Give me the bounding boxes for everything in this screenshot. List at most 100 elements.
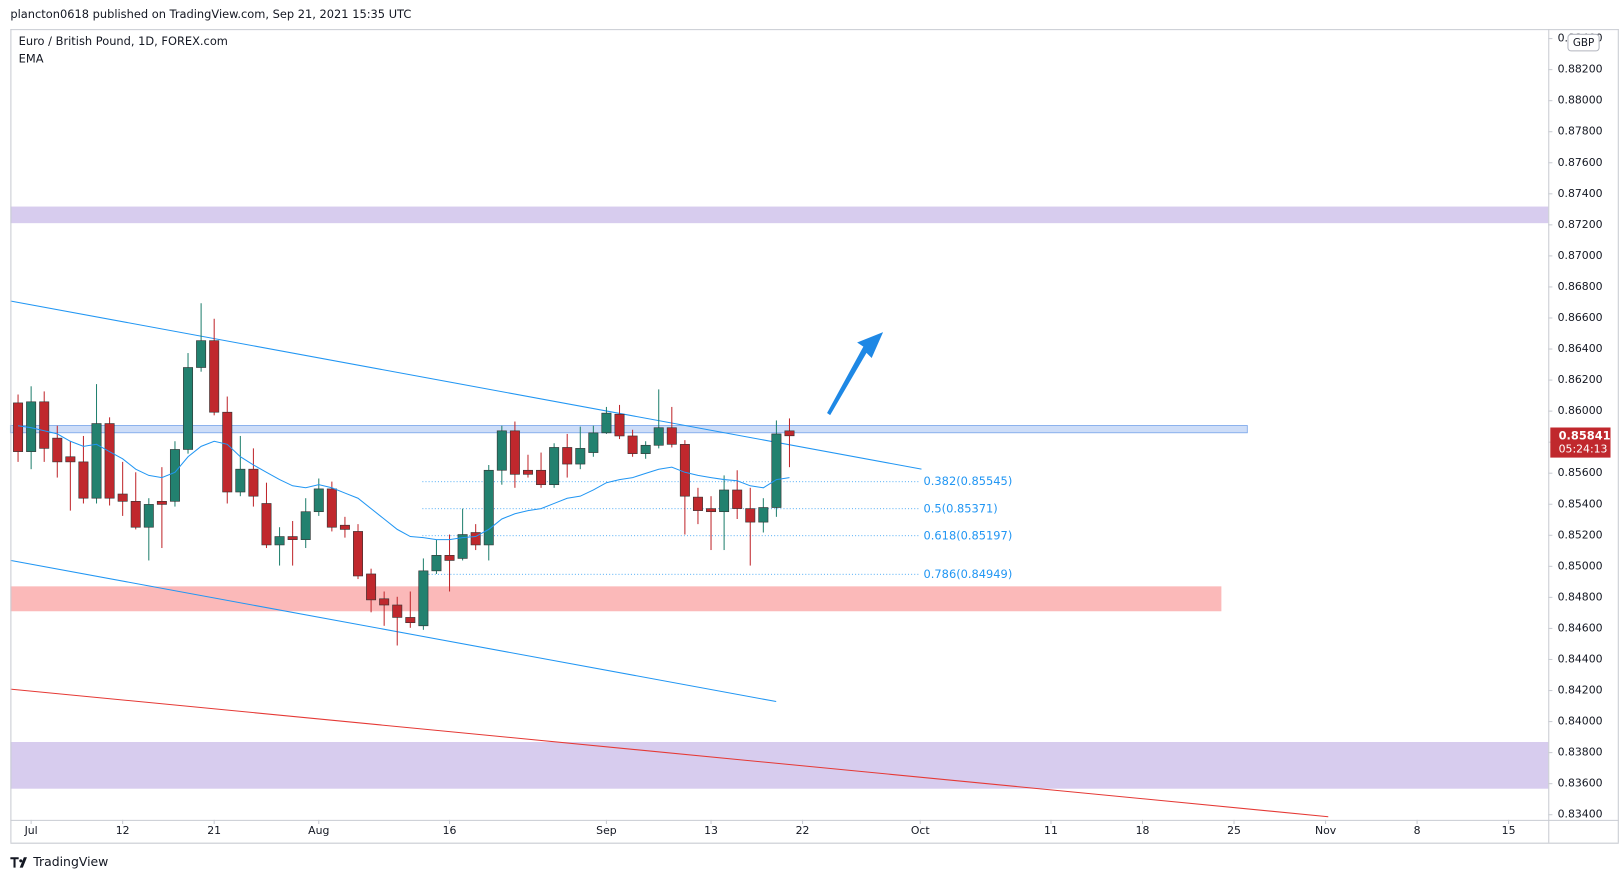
candle-body [287, 536, 298, 540]
candle-body [758, 507, 769, 523]
candle-body [104, 423, 115, 499]
candle-body [627, 435, 638, 454]
ema-line [17, 425, 790, 541]
trend-line [10, 688, 1329, 818]
candle-body [405, 617, 416, 624]
candle-body [169, 449, 180, 502]
candle-body [653, 427, 664, 446]
y-tick-label: 0.85200 [1558, 528, 1603, 541]
candle-body [13, 402, 24, 452]
y-tick-label: 0.86600 [1558, 311, 1603, 324]
y-tick-label: 0.88200 [1558, 63, 1603, 76]
candle-body [183, 367, 194, 450]
y-tick-label: 0.87800 [1558, 125, 1603, 138]
y-tick-label: 0.85600 [1558, 466, 1603, 479]
x-tick-label: Sep [596, 824, 617, 837]
candle-body [614, 413, 625, 437]
axes: 0.83400 0.83600 0.83800 0.84000 0.84200 0.844… [24, 32, 1611, 838]
candle-body [366, 573, 377, 601]
candle-body [745, 508, 756, 523]
y-tick-label: 0.87400 [1558, 187, 1603, 200]
x-tick-label: 16 [443, 824, 457, 837]
plot: 0.382(0.85545) 0.5(0.85371) 0.618(0.85197)… [13, 303, 1013, 646]
x-tick-label: 21 [207, 824, 221, 837]
candle-body [549, 447, 560, 486]
candle-body [392, 604, 403, 618]
y-tick-label: 0.84000 [1558, 715, 1603, 728]
candle-body [666, 427, 677, 445]
x-tick-label: 13 [704, 824, 718, 837]
candle-body [523, 469, 533, 475]
breakout-zone [9, 425, 1248, 434]
candle-body [509, 430, 520, 475]
channel-bottom [10, 559, 777, 703]
candle-body [261, 503, 272, 546]
fib-label: 0.382(0.85545) [924, 474, 1013, 488]
candle-body [235, 468, 246, 493]
x-tick-label: 22 [796, 824, 810, 837]
x-tick-label: 12 [116, 824, 130, 837]
x-tick-label: Oct [911, 824, 930, 837]
candle-body [692, 496, 703, 511]
candle-body [640, 444, 651, 454]
candle-body [326, 488, 337, 528]
candle-body [706, 508, 717, 513]
demand-zone [10, 742, 1549, 789]
last-price: 0.85841 [1559, 428, 1611, 442]
y-tick-label: 0.85000 [1558, 559, 1603, 572]
support-zone [10, 586, 1222, 612]
y-tick-label: 0.83800 [1558, 746, 1603, 759]
y-tick-label: 0.88000 [1558, 94, 1603, 107]
x-tick-label: 18 [1136, 824, 1150, 837]
currency: GBP [1573, 37, 1594, 49]
candle-body [78, 461, 89, 499]
candle-body [470, 532, 481, 546]
y-tick-label: 0.84600 [1558, 621, 1603, 634]
x-tick-label: 15 [1502, 824, 1516, 837]
candle-body [719, 489, 730, 513]
x-tick-label: 25 [1227, 824, 1241, 837]
y-tick-label: 0.87600 [1558, 156, 1603, 169]
candle-body [209, 340, 220, 413]
candle-body [117, 493, 128, 502]
chart-title: Euro / British Pound, 1D, FOREX.com [19, 34, 228, 48]
countdown: 05:24:13 [1559, 442, 1608, 455]
x-tick-label: Nov [1315, 824, 1337, 837]
x-tick-label: Aug [308, 824, 329, 837]
fib-label: 0.618(0.85197) [924, 528, 1013, 542]
y-tick-label: 0.84200 [1558, 684, 1603, 697]
candle-body [588, 432, 599, 453]
candle-body [143, 504, 154, 528]
y-tick-label: 0.83400 [1558, 808, 1603, 821]
candle-body [418, 570, 429, 627]
candle-body [313, 488, 324, 513]
candle-body [562, 447, 573, 465]
x-tick-label: 8 [1414, 824, 1421, 837]
candle-body [65, 456, 76, 463]
indicator-label: EMA [19, 52, 44, 66]
y-tick-label: 0.83600 [1558, 777, 1603, 790]
y-tick-label: 0.84800 [1558, 590, 1603, 603]
y-tick-label: 0.86000 [1558, 404, 1603, 417]
y-tick-label: 0.87200 [1558, 218, 1603, 231]
candle-body [274, 536, 285, 546]
candle-body [248, 468, 259, 497]
candle-body [444, 555, 455, 561]
arrow [827, 332, 884, 416]
y-tick-label: 0.85400 [1558, 497, 1603, 510]
candle-body [496, 430, 507, 471]
y-tick-label: 0.87000 [1558, 249, 1603, 262]
candle-body [222, 411, 233, 493]
candle-body [196, 340, 207, 368]
candle-body [130, 500, 141, 528]
candle-body [156, 500, 167, 505]
candle-body [52, 437, 63, 463]
y-tick-label: 0.86800 [1558, 280, 1603, 293]
resistance-zone [10, 206, 1549, 224]
candle-body [679, 444, 690, 497]
brand: TradingView [32, 854, 108, 869]
candle-body [431, 555, 442, 572]
